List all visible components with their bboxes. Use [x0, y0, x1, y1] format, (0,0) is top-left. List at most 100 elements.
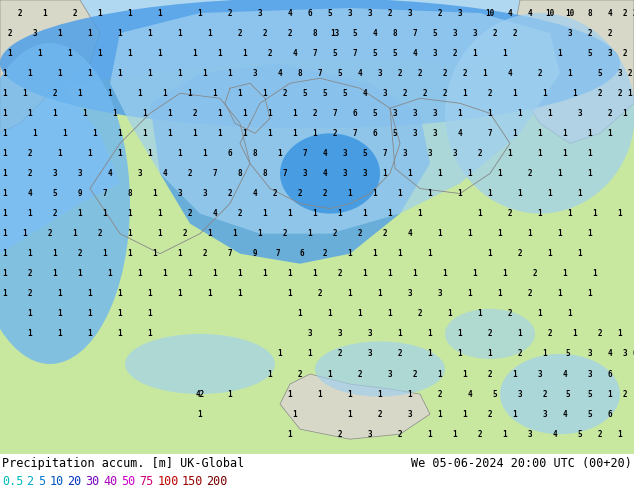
Text: 4: 4	[468, 390, 472, 398]
Text: 1: 1	[498, 229, 502, 238]
Text: 3: 3	[408, 410, 412, 418]
Text: 2: 2	[418, 69, 422, 78]
Text: 1: 1	[3, 249, 8, 258]
Polygon shape	[510, 0, 634, 144]
Text: 4: 4	[563, 410, 567, 418]
Text: 1: 1	[278, 149, 282, 158]
Text: 1: 1	[28, 209, 32, 218]
Text: 10: 10	[566, 8, 574, 18]
Text: 1: 1	[278, 349, 282, 359]
Polygon shape	[0, 0, 100, 133]
Text: 1: 1	[428, 189, 432, 198]
Text: 1: 1	[378, 289, 382, 298]
Text: 6: 6	[228, 149, 232, 158]
Text: 1: 1	[148, 309, 152, 318]
Text: 2: 2	[437, 390, 443, 398]
Text: 6: 6	[300, 249, 304, 258]
Text: 1: 1	[217, 129, 223, 138]
Text: 1: 1	[198, 410, 202, 418]
Text: 1: 1	[567, 69, 573, 78]
Text: 1: 1	[518, 329, 522, 339]
Text: 4: 4	[373, 28, 377, 38]
Ellipse shape	[445, 309, 535, 359]
Text: 7: 7	[353, 129, 358, 138]
Text: 7: 7	[228, 249, 232, 258]
Text: 2: 2	[323, 249, 327, 258]
Text: 1: 1	[313, 269, 317, 278]
Text: 1: 1	[28, 249, 32, 258]
Text: 1: 1	[618, 329, 623, 339]
Text: 1: 1	[347, 410, 353, 418]
Text: 1: 1	[567, 309, 573, 318]
Text: 2: 2	[618, 89, 623, 98]
Text: 1: 1	[238, 289, 242, 298]
Text: 3: 3	[392, 109, 398, 118]
Text: 5: 5	[343, 89, 347, 98]
Text: 100: 100	[157, 475, 179, 488]
Text: 5: 5	[38, 475, 45, 488]
Text: 1: 1	[8, 49, 12, 58]
Text: 20: 20	[67, 475, 82, 488]
Ellipse shape	[500, 354, 620, 434]
Text: 6: 6	[307, 8, 313, 18]
Text: 7: 7	[283, 169, 287, 178]
Text: 7: 7	[276, 249, 280, 258]
Text: 3: 3	[338, 329, 342, 339]
Text: 1: 1	[413, 269, 417, 278]
Text: 1: 1	[458, 109, 462, 118]
Polygon shape	[110, 8, 560, 234]
Text: 2: 2	[538, 69, 542, 78]
Text: 1: 1	[558, 49, 562, 58]
Text: 2: 2	[273, 189, 277, 198]
Text: 8: 8	[262, 169, 268, 178]
Text: 1: 1	[558, 229, 562, 238]
Polygon shape	[280, 374, 430, 439]
Text: 2: 2	[28, 289, 32, 298]
Text: 1: 1	[538, 209, 542, 218]
Text: 1: 1	[463, 410, 467, 418]
Text: 1: 1	[338, 209, 342, 218]
Text: 3: 3	[257, 8, 262, 18]
Text: 1: 1	[513, 410, 517, 418]
Text: 2: 2	[323, 189, 327, 198]
Text: 1: 1	[178, 249, 183, 258]
Text: 2: 2	[228, 189, 232, 198]
Text: 1: 1	[103, 249, 107, 258]
Text: 2: 2	[543, 390, 547, 398]
Text: 1: 1	[313, 209, 317, 218]
Text: 1: 1	[488, 189, 493, 198]
Text: 1: 1	[63, 129, 67, 138]
Text: 1: 1	[578, 189, 582, 198]
Text: 1: 1	[87, 309, 93, 318]
Text: 2: 2	[633, 8, 634, 18]
Text: 2: 2	[338, 430, 342, 439]
Text: 3: 3	[203, 189, 207, 198]
Text: 7: 7	[302, 149, 307, 158]
Text: 1: 1	[127, 249, 133, 258]
Text: 2: 2	[488, 369, 493, 378]
Text: 1: 1	[87, 28, 93, 38]
Text: 3: 3	[408, 289, 412, 298]
Text: 4: 4	[358, 69, 362, 78]
Ellipse shape	[315, 342, 445, 396]
Text: 1: 1	[178, 28, 183, 38]
Text: 3: 3	[578, 109, 582, 118]
Text: 1: 1	[347, 289, 353, 298]
Text: 4: 4	[212, 209, 217, 218]
Text: 1: 1	[3, 169, 8, 178]
Text: 2: 2	[78, 249, 82, 258]
Text: 1: 1	[503, 430, 507, 439]
Text: 1: 1	[148, 28, 152, 38]
Text: 1: 1	[268, 109, 273, 118]
Text: 1: 1	[3, 289, 8, 298]
Text: 1: 1	[463, 89, 467, 98]
Text: 1: 1	[488, 109, 493, 118]
Text: 1: 1	[607, 390, 612, 398]
Text: 1: 1	[293, 410, 297, 418]
Text: 2: 2	[288, 28, 292, 38]
Text: 1: 1	[288, 269, 292, 278]
Text: 1: 1	[82, 109, 87, 118]
Text: Precipitation accum. [m] UK-Global: Precipitation accum. [m] UK-Global	[2, 457, 244, 470]
Text: 4: 4	[288, 8, 292, 18]
Text: 1: 1	[498, 169, 502, 178]
